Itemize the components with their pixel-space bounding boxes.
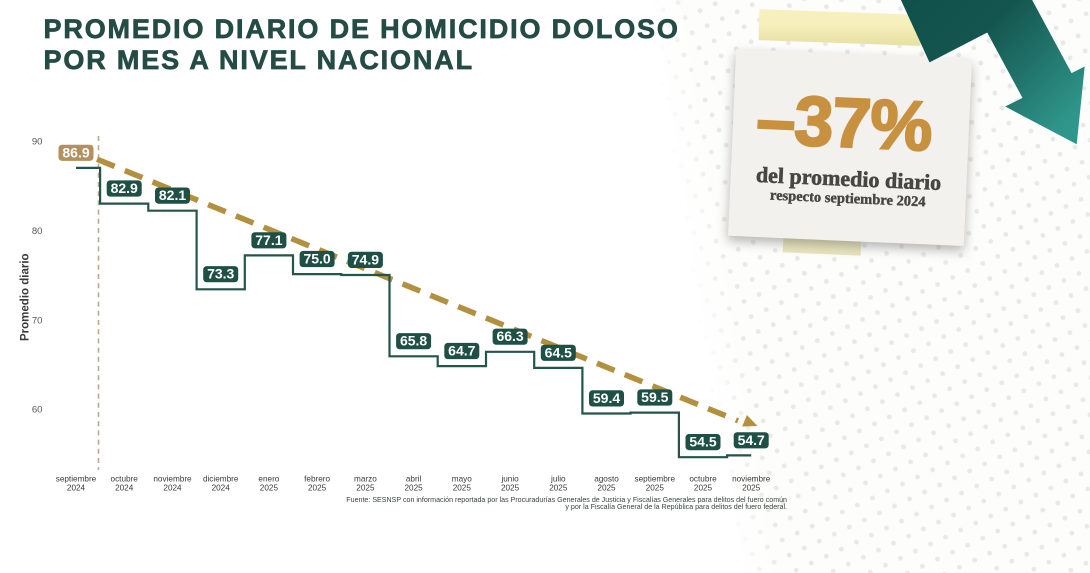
svg-text:2025: 2025 <box>597 484 616 493</box>
svg-text:septiembre: septiembre <box>56 475 97 484</box>
svg-text:90: 90 <box>32 137 43 148</box>
svg-text:septiembre: septiembre <box>635 475 676 484</box>
svg-text:2024: 2024 <box>67 484 86 493</box>
svg-text:2025: 2025 <box>308 484 327 493</box>
svg-text:Promedio diario: Promedio diario <box>20 253 32 341</box>
svg-text:70: 70 <box>32 315 43 326</box>
svg-text:octubre: octubre <box>689 475 717 484</box>
svg-text:junio: junio <box>500 475 519 484</box>
svg-text:73.3: 73.3 <box>207 266 234 282</box>
svg-text:59.5: 59.5 <box>641 389 668 405</box>
svg-text:66.3: 66.3 <box>496 328 523 344</box>
svg-text:enero: enero <box>258 475 279 484</box>
svg-text:2025: 2025 <box>694 484 713 493</box>
svg-text:marzo: marzo <box>354 475 377 484</box>
svg-text:82.1: 82.1 <box>159 187 186 203</box>
svg-text:2025: 2025 <box>549 484 568 493</box>
svg-text:82.9: 82.9 <box>111 180 138 196</box>
svg-text:2024: 2024 <box>115 484 134 493</box>
svg-text:60: 60 <box>32 405 43 416</box>
svg-text:2024: 2024 <box>163 484 182 493</box>
svg-text:54.5: 54.5 <box>689 434 716 450</box>
svg-text:febrero: febrero <box>304 475 330 484</box>
svg-text:64.7: 64.7 <box>448 343 475 359</box>
svg-text:75.0: 75.0 <box>303 251 330 267</box>
svg-text:2025: 2025 <box>404 484 423 493</box>
svg-text:2025: 2025 <box>501 484 520 493</box>
svg-text:agosto: agosto <box>594 475 619 484</box>
svg-text:77.1: 77.1 <box>255 232 282 248</box>
svg-text:2025: 2025 <box>742 484 761 493</box>
svg-text:julio: julio <box>550 475 566 484</box>
svg-text:2025: 2025 <box>356 484 375 493</box>
svg-text:86.9: 86.9 <box>62 144 89 160</box>
svg-text:64.5: 64.5 <box>545 344 572 360</box>
svg-text:80: 80 <box>32 226 43 237</box>
svg-text:59.4: 59.4 <box>593 390 620 406</box>
svg-text:octubre: octubre <box>111 475 139 484</box>
svg-text:2025: 2025 <box>646 484 665 493</box>
svg-text:65.8: 65.8 <box>400 333 427 349</box>
svg-text:noviembre: noviembre <box>153 475 192 484</box>
svg-text:diciembre: diciembre <box>203 475 239 484</box>
svg-text:noviembre: noviembre <box>732 475 771 484</box>
svg-text:2025: 2025 <box>260 484 279 493</box>
svg-text:2025: 2025 <box>453 484 472 493</box>
svg-text:abril: abril <box>406 475 422 484</box>
svg-text:74.9: 74.9 <box>352 251 379 267</box>
svg-text:54.7: 54.7 <box>738 432 765 448</box>
svg-text:mayo: mayo <box>452 475 472 484</box>
svg-text:2024: 2024 <box>212 484 231 493</box>
